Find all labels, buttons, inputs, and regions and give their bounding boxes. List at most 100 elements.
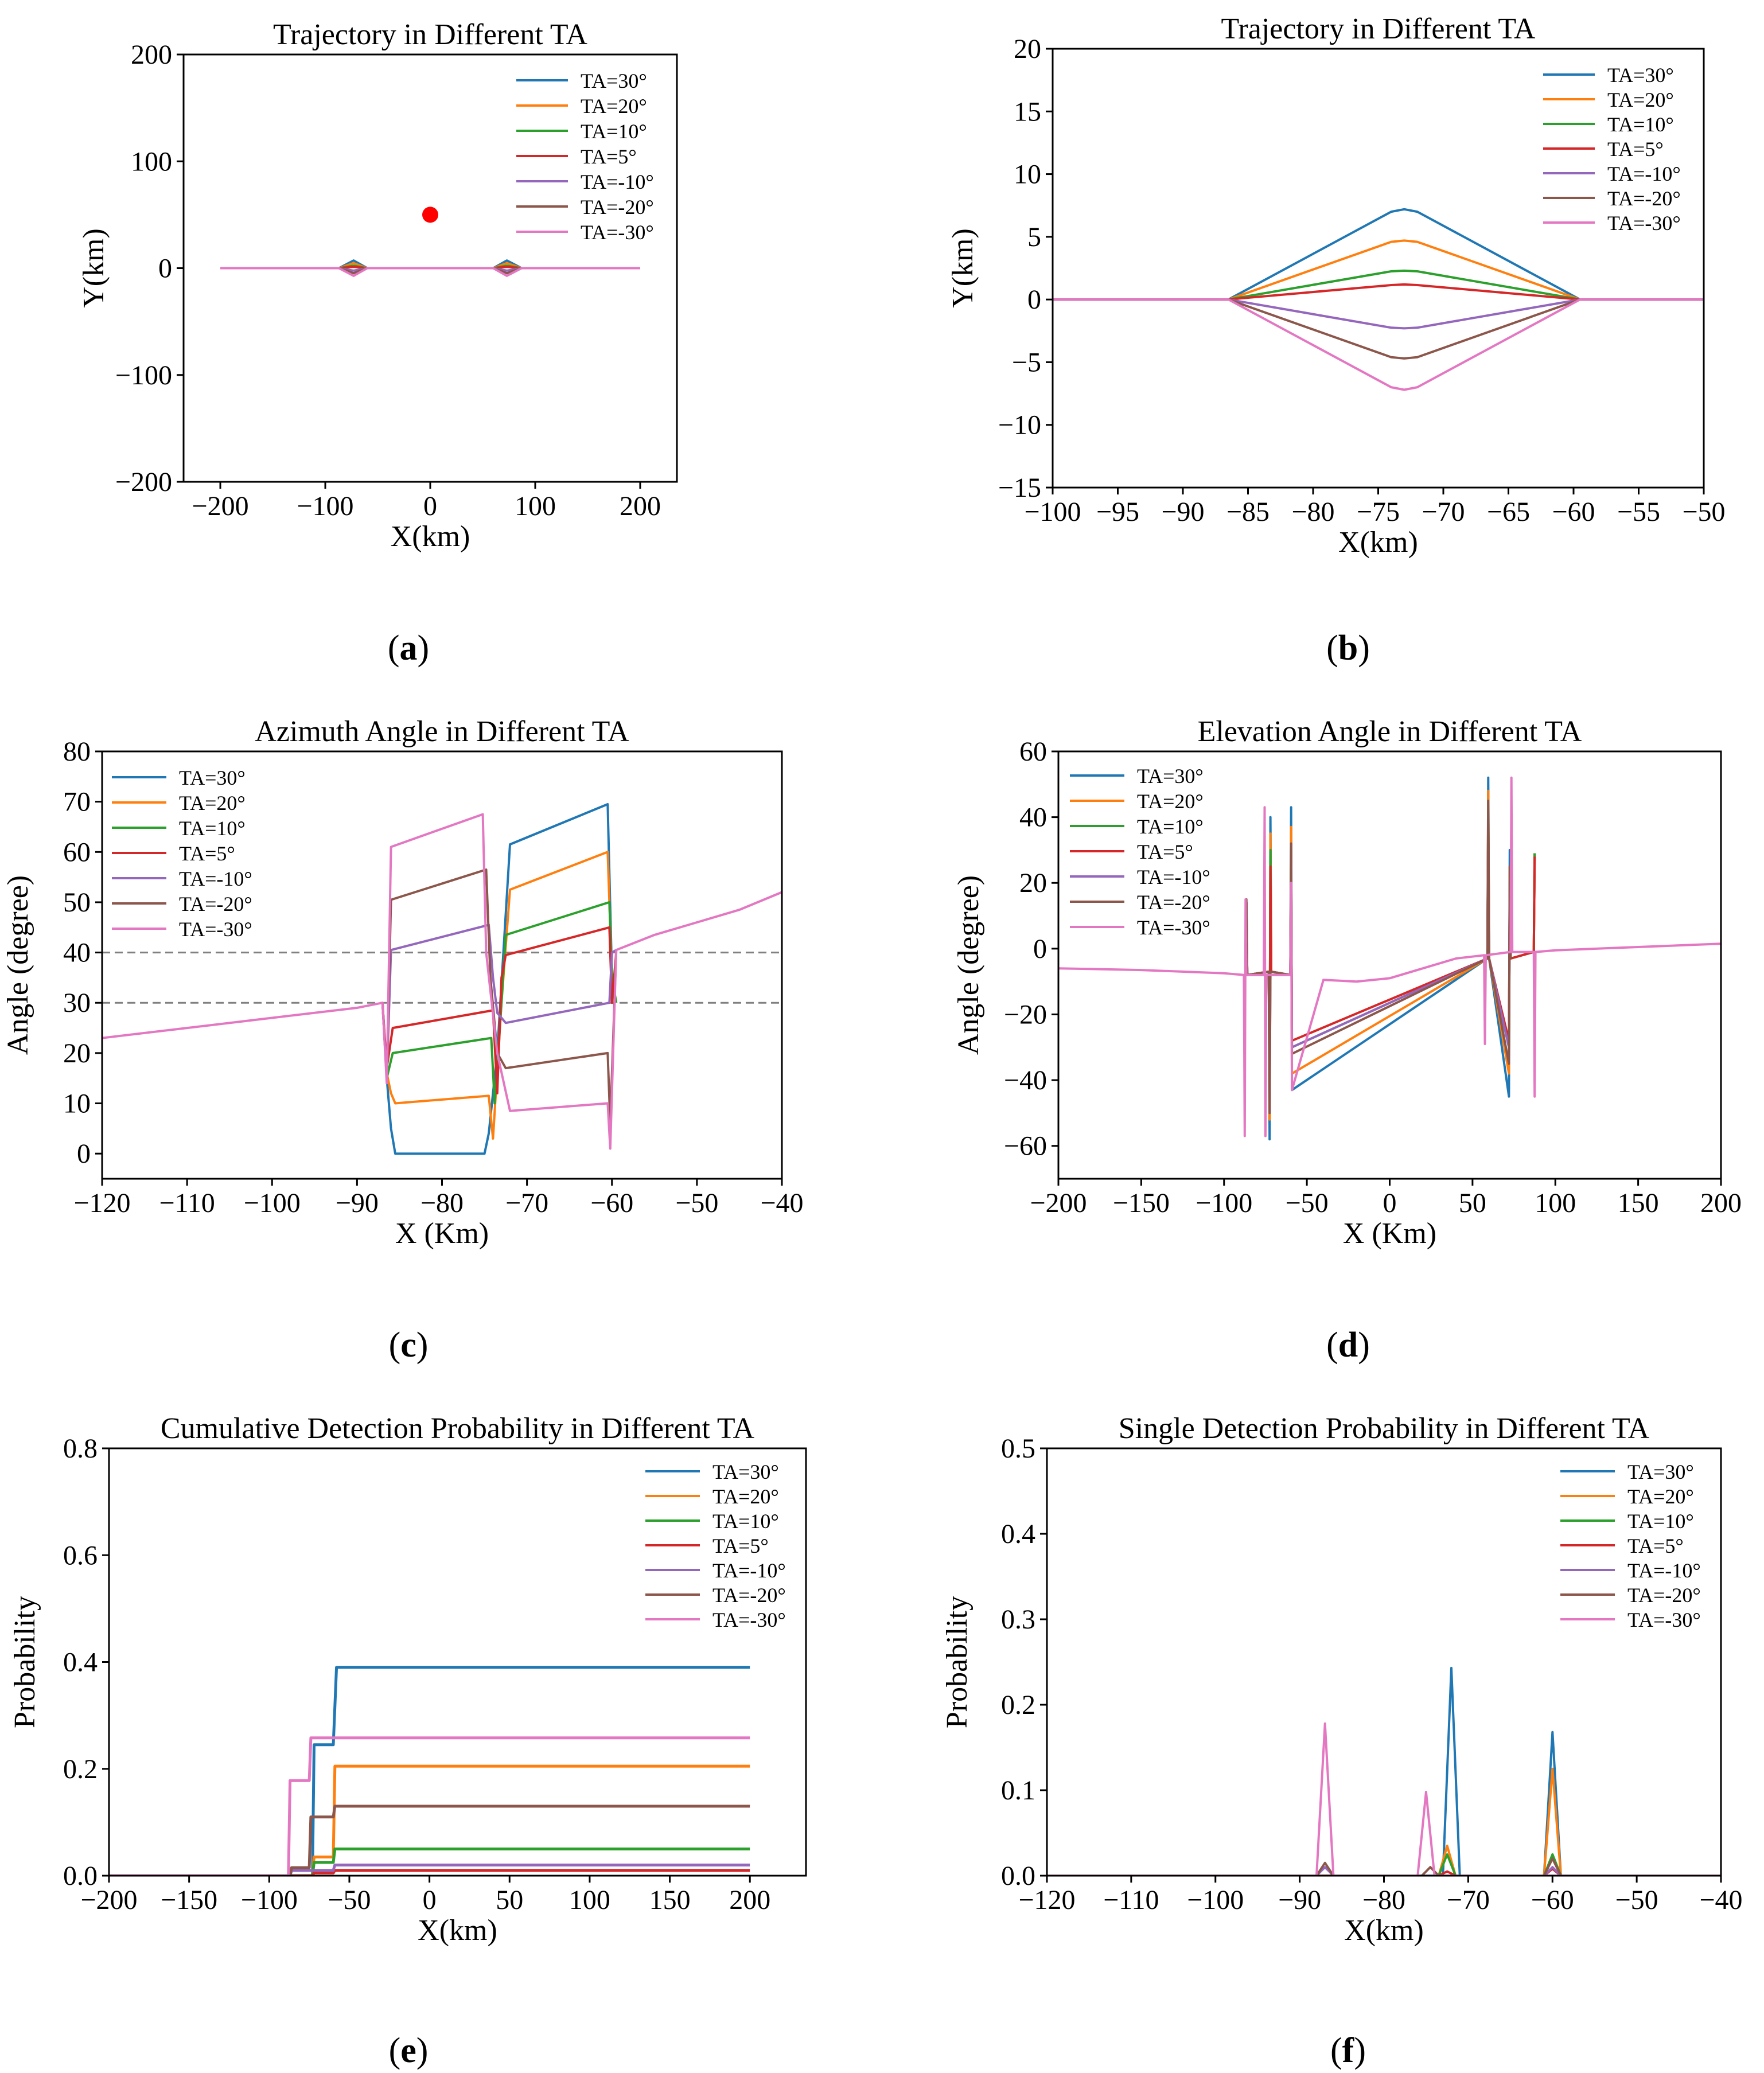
y-tick-label: −5: [1012, 347, 1041, 377]
y-axis-label: Angle (degree): [952, 875, 985, 1055]
x-tick-label: −90: [1278, 1885, 1321, 1915]
y-tick-label: 10: [1014, 159, 1041, 190]
series-group: [1047, 1666, 1721, 1876]
y-tick-label: 15: [1014, 96, 1041, 127]
x-tick-label: −90: [1161, 497, 1204, 527]
series-line-5: [1047, 1866, 1721, 1876]
x-tick-label: −100: [244, 1188, 301, 1218]
y-tick-label: −200: [115, 467, 172, 497]
caption-a-letter: a: [400, 629, 418, 668]
legend-label: TA=20°: [712, 1485, 779, 1508]
series-line-1: [1244, 776, 1536, 1141]
chart-title: Elevation Angle in Different TA: [1198, 715, 1582, 748]
x-tick-label: −85: [1226, 497, 1270, 527]
series-line-2: [1053, 239, 1704, 301]
y-tick-label: 0.2: [63, 1754, 98, 1784]
legend-label: TA=10°: [179, 817, 246, 840]
series-line-7: [1053, 298, 1704, 391]
legend-label: TA=5°: [1137, 840, 1193, 863]
x-tick-label: 0: [423, 1885, 437, 1915]
series-group: [220, 259, 640, 277]
legend-label: TA=5°: [1607, 138, 1664, 161]
x-tick-label: −120: [1018, 1885, 1075, 1915]
x-tick-label: −100: [297, 491, 353, 521]
x-tick-label: −110: [1103, 1885, 1159, 1915]
legend-label: TA=-20°: [1137, 891, 1210, 914]
panel-a: −200 −100 0 100 200 −200 −100 0 100 200 Trajectory…: [77, 18, 678, 553]
series-line-4: [109, 1869, 750, 1876]
series-group: [109, 1666, 750, 1876]
legend-label: TA=5°: [1627, 1534, 1684, 1557]
legend-label: TA=10°: [1137, 815, 1204, 838]
legend-label: TA=30°: [1607, 64, 1674, 87]
x-tick-label: −100: [241, 1885, 298, 1915]
x-tick-label: −50: [675, 1188, 718, 1218]
y-axis-label: Y(km): [947, 228, 979, 308]
x-axis-label: X (Km): [1343, 1217, 1436, 1250]
y-tick-label: 30: [63, 988, 91, 1018]
y-tick-label: 60: [1019, 737, 1047, 767]
series-line-3: [109, 1847, 750, 1876]
series-line-5: [1053, 298, 1704, 330]
y-tick-label: 20: [1014, 34, 1041, 64]
chart-title: Single Detection Probability in Differen…: [1119, 1412, 1650, 1445]
legend-label: TA=20°: [1627, 1485, 1694, 1508]
legend-label: TA=-20°: [712, 1584, 786, 1607]
legend-label: TA=-20°: [179, 893, 252, 915]
caption-f-letter: f: [1342, 2031, 1355, 2070]
series-line-6: [1047, 1857, 1721, 1876]
series-line-2: [381, 851, 618, 1140]
legend-label: TA=30°: [712, 1460, 779, 1483]
panel-b: −100 −95 −90 −85 −80 −75 −70 −65 −60 −55 −50−15−10…: [947, 13, 1726, 559]
panel-e: −200 −150 −100 −50 0 50 100 150 200 0.0 0.2 0.4 0.6 0…: [9, 1412, 807, 1947]
x-tick-label: −200: [80, 1885, 137, 1915]
y-tick-label: 0.5: [1001, 1433, 1035, 1464]
x-tick-label: −70: [1447, 1885, 1490, 1915]
y-tick-label: 40: [1019, 802, 1047, 833]
plot-frame: [108, 1447, 807, 1877]
series-line-1: [109, 1666, 750, 1876]
x-tick-label: −150: [1113, 1188, 1170, 1218]
legend-label: TA=-10°: [179, 867, 252, 890]
x-tick-label: 0: [423, 491, 437, 521]
x-tick-label: 100: [515, 491, 556, 521]
y-tick-label: 40: [63, 938, 91, 968]
y-tick-label: 70: [63, 787, 91, 817]
y-tick-label: 0: [158, 254, 172, 284]
x-tick-label: −80: [1362, 1885, 1405, 1915]
series-group: [1058, 776, 1721, 1141]
x-tick-label: −120: [73, 1188, 130, 1218]
x-tick-label: −60: [590, 1188, 633, 1218]
y-tick-label: −100: [115, 360, 172, 391]
legend-label: TA=-10°: [712, 1559, 786, 1582]
y-tick-label: 0.0: [63, 1861, 98, 1891]
legend-label: TA=30°: [1137, 765, 1204, 788]
x-tick-label: −60: [1552, 497, 1595, 527]
y-tick-label: 0.8: [63, 1433, 98, 1464]
legend-label: TA=-20°: [1627, 1584, 1701, 1607]
series-line-6: [1053, 298, 1704, 360]
y-tick-label: 0: [77, 1139, 91, 1169]
x-tick-label: −70: [505, 1188, 548, 1218]
series-line-4: [1244, 816, 1536, 1082]
x-tick-label: −200: [1030, 1188, 1087, 1218]
chart-title: Azimuth Angle in Different TA: [255, 715, 629, 748]
x-tick-label: 150: [649, 1885, 691, 1915]
series-line-7: [102, 813, 782, 1150]
y-tick-label: 20: [63, 1038, 91, 1069]
legend-label: TA=-30°: [1607, 212, 1681, 235]
series-line-1: [220, 259, 640, 270]
legend-label: TA=-10°: [1627, 1559, 1701, 1582]
y-tick-label: 0.4: [1001, 1519, 1035, 1549]
legend-label: TA=5°: [712, 1534, 769, 1557]
y-tick-label: 0.0: [1001, 1861, 1035, 1891]
series-line-7: [109, 1736, 750, 1876]
y-tick-label: −60: [1004, 1131, 1047, 1162]
series-line-3: [1047, 1853, 1721, 1876]
x-tick-label: −50: [1615, 1885, 1658, 1915]
y-tick-label: 80: [63, 737, 91, 767]
caption-d-letter: d: [1338, 1326, 1358, 1365]
x-tick-label: 50: [496, 1885, 523, 1915]
y-tick-label: 5: [1027, 222, 1041, 252]
y-tick-label: 0.3: [1001, 1604, 1035, 1635]
